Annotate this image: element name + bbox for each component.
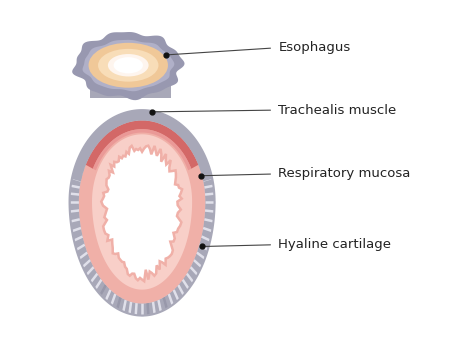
Polygon shape bbox=[72, 32, 184, 100]
Polygon shape bbox=[101, 146, 182, 281]
Polygon shape bbox=[82, 40, 174, 91]
Polygon shape bbox=[79, 120, 205, 303]
Ellipse shape bbox=[108, 54, 149, 77]
Polygon shape bbox=[79, 120, 205, 303]
Polygon shape bbox=[93, 129, 191, 170]
Ellipse shape bbox=[98, 49, 158, 82]
Text: Esophagus: Esophagus bbox=[278, 41, 351, 55]
Polygon shape bbox=[90, 84, 172, 98]
Polygon shape bbox=[70, 110, 215, 316]
Text: Respiratory mucosa: Respiratory mucosa bbox=[278, 167, 411, 181]
Polygon shape bbox=[72, 110, 212, 181]
Ellipse shape bbox=[89, 43, 168, 88]
Text: Hyaline cartilage: Hyaline cartilage bbox=[278, 238, 392, 251]
Ellipse shape bbox=[114, 57, 143, 73]
Polygon shape bbox=[92, 134, 192, 290]
Polygon shape bbox=[86, 120, 198, 169]
Text: Trachealis muscle: Trachealis muscle bbox=[278, 104, 397, 117]
